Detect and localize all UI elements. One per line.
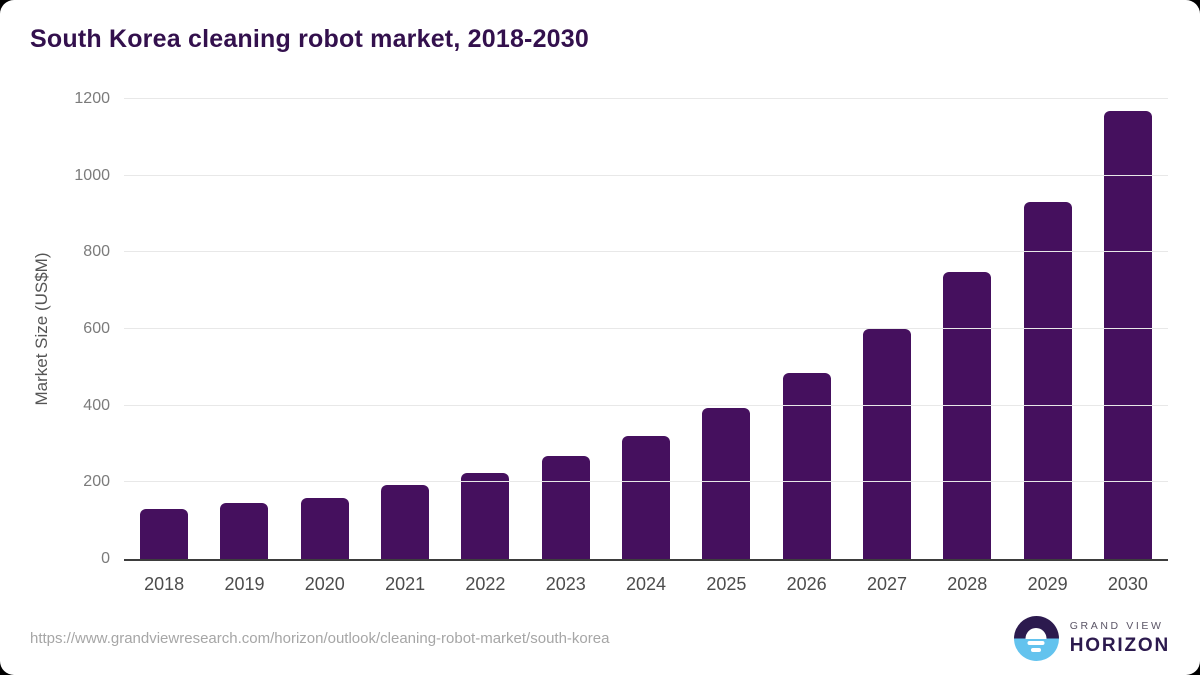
chart-title: South Korea cleaning robot market, 2018-… xyxy=(30,25,589,53)
horizon-sun-icon xyxy=(1013,616,1059,661)
x-tick-label-2030: 2030 xyxy=(1107,574,1148,594)
bar-slot xyxy=(526,99,606,559)
y-axis-ticks: 0 200 400 600 800 1000 1200 xyxy=(0,90,110,567)
bar-slot xyxy=(1007,99,1087,559)
bar-slot xyxy=(927,99,1007,559)
x-tick-label-2029: 2029 xyxy=(1027,574,1068,594)
x-tick-label-2025: 2025 xyxy=(706,574,747,594)
y-tick-label-0: 0 xyxy=(101,550,110,567)
x-tick-label-2018: 2018 xyxy=(144,574,185,594)
sun-reflection-icon xyxy=(1027,641,1045,645)
bar-2021 xyxy=(381,485,430,559)
bar-slot xyxy=(686,99,766,559)
bar-slot xyxy=(365,99,445,559)
gridline-800 xyxy=(124,251,1168,253)
bar-2027 xyxy=(862,329,911,559)
bar-2019 xyxy=(220,503,269,559)
source-url: https://www.grandviewresearch.com/horizo… xyxy=(30,630,610,647)
gridline-400 xyxy=(124,404,1168,406)
plot-area xyxy=(124,98,1168,561)
bar-slot xyxy=(767,99,847,559)
y-tick-label-400: 400 xyxy=(83,396,110,414)
x-tick-label-2020: 2020 xyxy=(304,574,345,594)
x-tick-label-2023: 2023 xyxy=(545,574,586,594)
y-tick-label-600: 600 xyxy=(83,320,110,337)
x-tick-label-2027: 2027 xyxy=(866,574,907,594)
gridline-600 xyxy=(124,328,1168,329)
y-tick-label-1000: 1000 xyxy=(74,166,110,184)
x-tick-label-2019: 2019 xyxy=(224,574,265,594)
x-tick-label-2021: 2021 xyxy=(385,574,426,594)
bar-2029 xyxy=(1023,202,1072,559)
y-tick-label-800: 800 xyxy=(83,243,110,261)
logo-text: GRAND VIEW HORIZON xyxy=(1070,620,1170,657)
x-tick-label-2028: 2028 xyxy=(947,574,988,594)
bar-slot xyxy=(124,99,204,559)
bar-2024 xyxy=(622,435,671,559)
logo-brand-name: GRAND VIEW xyxy=(1069,620,1164,632)
bar-slot xyxy=(847,99,927,559)
bar-2022 xyxy=(461,473,510,559)
x-axis-labels: 2018 2019 2020 2021 2022 2023 2024 2025 2026 2027… xyxy=(124,561,1168,595)
bar-2030 xyxy=(1103,111,1152,559)
bar-2020 xyxy=(300,498,349,559)
bar-slot xyxy=(606,99,686,559)
x-tick-label-2024: 2024 xyxy=(626,574,667,594)
y-tick-label-1200: 1200 xyxy=(74,90,110,107)
gridline-1000 xyxy=(124,174,1168,176)
bar-2028 xyxy=(943,272,992,559)
gridline-200 xyxy=(124,481,1168,483)
bar-2018 xyxy=(140,509,189,559)
bar-2026 xyxy=(782,372,831,559)
bar-slot xyxy=(1088,99,1168,559)
logo-product-name: HORIZON xyxy=(1069,635,1170,656)
sun-dome-icon xyxy=(1025,627,1047,639)
bar-slot xyxy=(204,99,284,559)
sun-reflection-icon xyxy=(1031,648,1042,652)
bar-slot xyxy=(285,99,365,559)
gridline-1200 xyxy=(124,98,1168,99)
bar-2025 xyxy=(702,407,751,559)
grand-view-horizon-logo: GRAND VIEW HORIZON xyxy=(1013,616,1170,661)
bar-2023 xyxy=(541,456,590,559)
x-tick-label-2026: 2026 xyxy=(786,574,827,594)
x-tick-label-2022: 2022 xyxy=(465,574,506,594)
bar-slot xyxy=(445,99,525,559)
bars xyxy=(124,99,1168,559)
y-tick-label-200: 200 xyxy=(83,473,110,491)
